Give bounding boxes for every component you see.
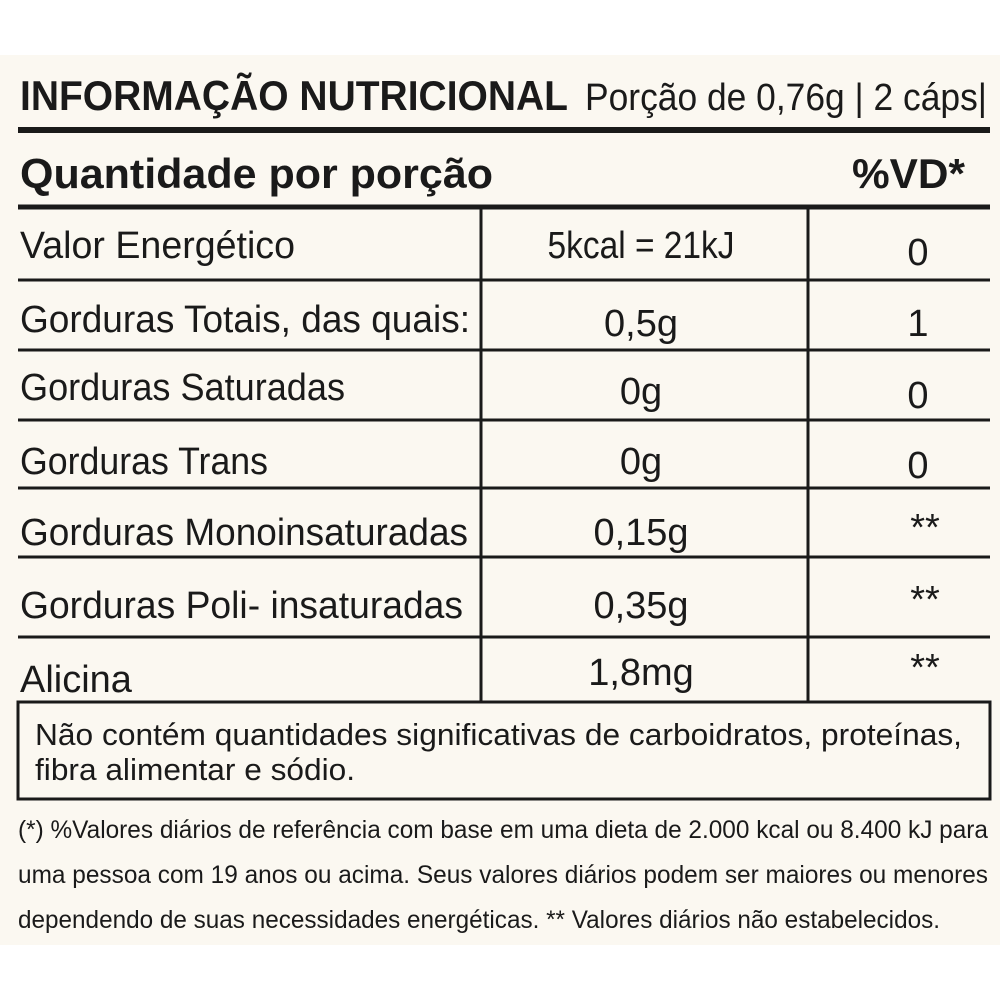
nutrient: Gorduras Poli- insaturadas bbox=[20, 585, 463, 627]
column-header: Quantidade por porção bbox=[20, 150, 493, 197]
nutrient: Gorduras Monoinsaturadas bbox=[20, 512, 468, 554]
daily-value: 0 bbox=[907, 445, 928, 487]
amount: 0,35g bbox=[593, 585, 688, 627]
amount: 0g bbox=[620, 441, 662, 483]
daily-value: 0 bbox=[907, 232, 928, 274]
daily-value: ** bbox=[910, 507, 940, 549]
amount: 1,8mg bbox=[588, 652, 694, 694]
nutrient: Gorduras Trans bbox=[20, 441, 268, 483]
note: fibra alimentar e sódio. bbox=[35, 752, 355, 787]
daily-value: ** bbox=[910, 579, 940, 621]
note-box bbox=[16, 700, 992, 801]
amount: 5kcal = 21kJ bbox=[548, 225, 735, 267]
footnote: uma pessoa com 19 anos ou acima. Seus va… bbox=[18, 861, 988, 889]
amount: 0g bbox=[620, 371, 662, 413]
footnote: dependendo de suas necessidades energéti… bbox=[18, 906, 940, 934]
serving: Porção de 0,76g | 2 cáps| bbox=[585, 77, 987, 119]
nutrient: Gorduras Saturadas bbox=[20, 367, 345, 409]
daily-value: 1 bbox=[907, 303, 928, 345]
note: Não contém quantidades significativas de… bbox=[35, 717, 962, 752]
nutrient: Alicina bbox=[20, 659, 133, 701]
daily-value: ** bbox=[910, 647, 940, 689]
title: INFORMAÇÃO NUTRICIONAL bbox=[20, 72, 568, 119]
column-header: %VD* bbox=[852, 150, 966, 197]
nutrient: Valor Energético bbox=[20, 225, 295, 267]
amount: 0,5g bbox=[604, 303, 678, 345]
footnote: (*) %Valores diários de referência com b… bbox=[18, 816, 988, 844]
daily-value: 0 bbox=[907, 375, 928, 417]
amount: 0,15g bbox=[593, 512, 688, 554]
rows: Valor Energético 5kcal = 21kJ 0 Gorduras… bbox=[18, 207, 990, 702]
label-background bbox=[0, 55, 1000, 945]
nutrient: Gorduras Totais, das quais: bbox=[20, 299, 470, 341]
